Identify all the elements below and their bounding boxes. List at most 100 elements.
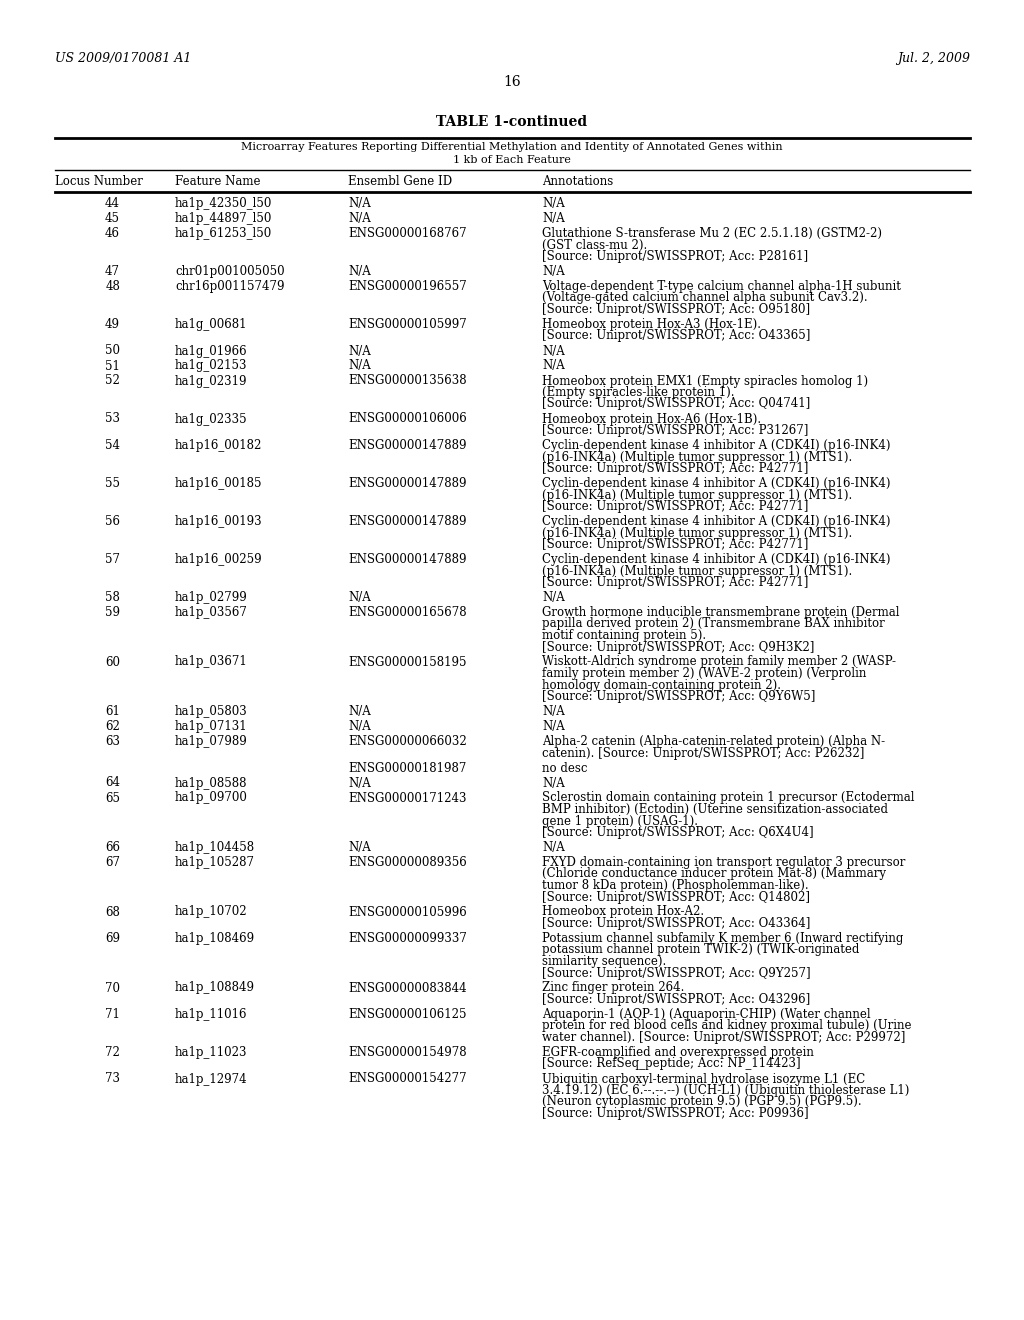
Text: gene 1 protein) (USAG-1).: gene 1 protein) (USAG-1). [542, 814, 698, 828]
Text: papilla derived protein 2) (Transmembrane BAX inhibitor: papilla derived protein 2) (Transmembran… [542, 618, 885, 631]
Text: Homeobox protein Hox-A2.: Homeobox protein Hox-A2. [542, 906, 705, 919]
Text: N/A: N/A [542, 776, 565, 789]
Text: (Empty spiracles-like protein 1).: (Empty spiracles-like protein 1). [542, 385, 734, 399]
Text: Cyclin-dependent kinase 4 inhibitor A (CDK4I) (p16-INK4): Cyclin-dependent kinase 4 inhibitor A (C… [542, 440, 891, 451]
Text: 45: 45 [105, 213, 120, 224]
Text: 63: 63 [105, 735, 120, 748]
Text: homology domain-containing protein 2).: homology domain-containing protein 2). [542, 678, 781, 692]
Text: ENSG00000147889: ENSG00000147889 [348, 477, 467, 490]
Text: N/A: N/A [542, 705, 565, 718]
Text: N/A: N/A [348, 345, 371, 358]
Text: ha1p_03567: ha1p_03567 [175, 606, 248, 619]
Text: tumor 8 kDa protein) (Phospholemman-like).: tumor 8 kDa protein) (Phospholemman-like… [542, 879, 809, 892]
Text: Growth hormone inducible transmembrane protein (Dermal: Growth hormone inducible transmembrane p… [542, 606, 899, 619]
Text: ENSG00000168767: ENSG00000168767 [348, 227, 467, 240]
Text: no desc: no desc [542, 762, 588, 775]
Text: ENSG00000154978: ENSG00000154978 [348, 1045, 467, 1059]
Text: ENSG00000089356: ENSG00000089356 [348, 855, 467, 869]
Text: 61: 61 [105, 705, 120, 718]
Text: 59: 59 [105, 606, 120, 619]
Text: [Source: RefSeq_peptide; Acc: NP_114423]: [Source: RefSeq_peptide; Acc: NP_114423] [542, 1057, 801, 1071]
Text: ha1p_104458: ha1p_104458 [175, 841, 255, 854]
Text: ha1p_42350_l50: ha1p_42350_l50 [175, 197, 272, 210]
Text: Ubiquitin carboxyl-terminal hydrolase isozyme L1 (EC: Ubiquitin carboxyl-terminal hydrolase is… [542, 1072, 865, 1085]
Text: N/A: N/A [542, 591, 565, 605]
Text: 44: 44 [105, 197, 120, 210]
Text: ha1p16_00259: ha1p16_00259 [175, 553, 262, 566]
Text: (p16-INK4a) (Multiple tumor suppressor 1) (MTS1).: (p16-INK4a) (Multiple tumor suppressor 1… [542, 450, 852, 463]
Text: ENSG00000083844: ENSG00000083844 [348, 982, 467, 994]
Text: ENSG00000106125: ENSG00000106125 [348, 1008, 467, 1020]
Text: [Source: Uniprot/SWISSPROT; Acc: Q9Y6W5]: [Source: Uniprot/SWISSPROT; Acc: Q9Y6W5] [542, 690, 815, 704]
Text: Aquaporin-1 (AQP-1) (Aquaporin-CHIP) (Water channel: Aquaporin-1 (AQP-1) (Aquaporin-CHIP) (Wa… [542, 1008, 870, 1020]
Text: 64: 64 [105, 776, 120, 789]
Text: ha1p_11023: ha1p_11023 [175, 1045, 248, 1059]
Text: 49: 49 [105, 318, 120, 331]
Text: US 2009/0170081 A1: US 2009/0170081 A1 [55, 51, 191, 65]
Text: 53: 53 [105, 412, 120, 425]
Text: Sclerostin domain containing protein 1 precursor (Ectodermal: Sclerostin domain containing protein 1 p… [542, 792, 914, 804]
Text: Glutathione S-transferase Mu 2 (EC 2.5.1.18) (GSTM2-2): Glutathione S-transferase Mu 2 (EC 2.5.1… [542, 227, 882, 240]
Text: catenin). [Source: Uniprot/SWISSPROT; Acc: P26232]: catenin). [Source: Uniprot/SWISSPROT; Ac… [542, 747, 864, 759]
Text: N/A: N/A [348, 265, 371, 279]
Text: 3.4.19.12) (EC 6.--.--.--) (UCH-L1) (Ubiquitin thiolesterase L1): 3.4.19.12) (EC 6.--.--.--) (UCH-L1) (Ubi… [542, 1084, 909, 1097]
Text: 56: 56 [105, 515, 120, 528]
Text: ha1p_09700: ha1p_09700 [175, 792, 248, 804]
Text: N/A: N/A [348, 705, 371, 718]
Text: ha1g_00681: ha1g_00681 [175, 318, 248, 331]
Text: 52: 52 [105, 375, 120, 388]
Text: 51: 51 [105, 359, 120, 372]
Text: 1 kb of Each Feature: 1 kb of Each Feature [453, 154, 571, 165]
Text: N/A: N/A [348, 213, 371, 224]
Text: 69: 69 [105, 932, 120, 945]
Text: 70: 70 [105, 982, 120, 994]
Text: 62: 62 [105, 719, 120, 733]
Text: (p16-INK4a) (Multiple tumor suppressor 1) (MTS1).: (p16-INK4a) (Multiple tumor suppressor 1… [542, 565, 852, 578]
Text: ha1p_10702: ha1p_10702 [175, 906, 248, 919]
Text: Cyclin-dependent kinase 4 inhibitor A (CDK4I) (p16-INK4): Cyclin-dependent kinase 4 inhibitor A (C… [542, 515, 891, 528]
Text: TABLE 1-continued: TABLE 1-continued [436, 115, 588, 129]
Text: N/A: N/A [348, 591, 371, 605]
Text: [Source: Uniprot/SWISSPROT; Acc: Q9Y257]: [Source: Uniprot/SWISSPROT; Acc: Q9Y257] [542, 966, 811, 979]
Text: ENSG00000147889: ENSG00000147889 [348, 440, 467, 451]
Text: ENSG00000171243: ENSG00000171243 [348, 792, 467, 804]
Text: ENSG00000106006: ENSG00000106006 [348, 412, 467, 425]
Text: 73: 73 [105, 1072, 120, 1085]
Text: protein for red blood cells and kidney proximal tubule) (Urine: protein for red blood cells and kidney p… [542, 1019, 911, 1032]
Text: 54: 54 [105, 440, 120, 451]
Text: 47: 47 [105, 265, 120, 279]
Text: ha1p_61253_l50: ha1p_61253_l50 [175, 227, 272, 240]
Text: ha1p_108469: ha1p_108469 [175, 932, 255, 945]
Text: ha1p_08588: ha1p_08588 [175, 776, 248, 789]
Text: N/A: N/A [542, 197, 565, 210]
Text: N/A: N/A [348, 776, 371, 789]
Text: ha1g_01966: ha1g_01966 [175, 345, 248, 358]
Text: Homeobox protein Hox-A3 (Hox-1E).: Homeobox protein Hox-A3 (Hox-1E). [542, 318, 761, 331]
Text: BMP inhibitor) (Ectodin) (Uterine sensitization-associated: BMP inhibitor) (Ectodin) (Uterine sensit… [542, 803, 888, 816]
Text: Wiskott-Aldrich syndrome protein family member 2 (WASP-: Wiskott-Aldrich syndrome protein family … [542, 656, 896, 668]
Text: chr01p001005050: chr01p001005050 [175, 265, 285, 279]
Text: Jul. 2, 2009: Jul. 2, 2009 [897, 51, 970, 65]
Text: [Source: Uniprot/SWISSPROT; Acc: Q6X4U4]: [Source: Uniprot/SWISSPROT; Acc: Q6X4U4] [542, 826, 814, 840]
Text: N/A: N/A [348, 719, 371, 733]
Text: potassium channel protein TWIK-2) (TWIK-originated: potassium channel protein TWIK-2) (TWIK-… [542, 944, 859, 957]
Text: [Source: Uniprot/SWISSPROT; Acc: O43365]: [Source: Uniprot/SWISSPROT; Acc: O43365] [542, 330, 810, 342]
Text: ha1p_07131: ha1p_07131 [175, 719, 248, 733]
Text: [Source: Uniprot/SWISSPROT; Acc: O43296]: [Source: Uniprot/SWISSPROT; Acc: O43296] [542, 993, 810, 1006]
Text: ha1p_11016: ha1p_11016 [175, 1008, 248, 1020]
Text: Cyclin-dependent kinase 4 inhibitor A (CDK4I) (p16-INK4): Cyclin-dependent kinase 4 inhibitor A (C… [542, 477, 891, 490]
Text: Alpha-2 catenin (Alpha-catenin-related protein) (Alpha N-: Alpha-2 catenin (Alpha-catenin-related p… [542, 735, 885, 748]
Text: Ensembl Gene ID: Ensembl Gene ID [348, 176, 453, 187]
Text: ha1p_12974: ha1p_12974 [175, 1072, 248, 1085]
Text: 65: 65 [105, 792, 120, 804]
Text: 57: 57 [105, 553, 120, 566]
Text: ha1p_05803: ha1p_05803 [175, 705, 248, 718]
Text: ha1p_44897_l50: ha1p_44897_l50 [175, 213, 272, 224]
Text: family protein member 2) (WAVE-2 protein) (Verprolin: family protein member 2) (WAVE-2 protein… [542, 667, 866, 680]
Text: Zinc finger protein 264.: Zinc finger protein 264. [542, 982, 684, 994]
Text: ENSG00000105996: ENSG00000105996 [348, 906, 467, 919]
Text: FXYD domain-containing ion transport regulator 3 precursor: FXYD domain-containing ion transport reg… [542, 855, 905, 869]
Text: ENSG00000165678: ENSG00000165678 [348, 606, 467, 619]
Text: N/A: N/A [542, 345, 565, 358]
Text: N/A: N/A [348, 197, 371, 210]
